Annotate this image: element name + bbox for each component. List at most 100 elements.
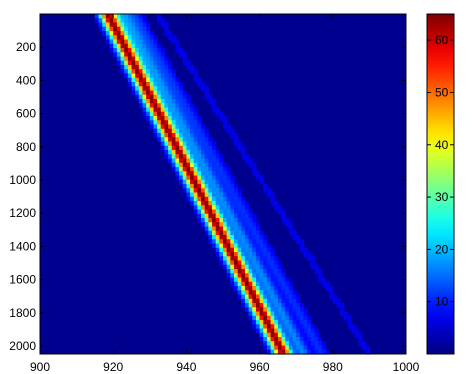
heatmap-cell	[146, 99, 151, 104]
heatmap-cell	[270, 264, 275, 270]
heatmap-cell	[201, 201, 206, 206]
heatmap-cell	[237, 192, 242, 198]
heatmap-cell	[252, 162, 257, 168]
heatmap-cell	[274, 260, 279, 266]
heatmap-cell	[321, 281, 327, 287]
heatmap-cell	[244, 243, 250, 249]
heatmap-cell	[255, 252, 261, 257]
heatmap-cell	[190, 133, 195, 138]
y-tick-label: 200	[16, 40, 36, 54]
heatmap-cell	[113, 48, 118, 53]
heatmap-cell	[248, 213, 253, 219]
heatmap-cell	[285, 311, 290, 317]
heatmap-cell	[193, 192, 198, 198]
heatmap-cell	[285, 307, 290, 313]
heatmap-cell	[116, 22, 122, 28]
heatmap-cell	[281, 281, 286, 287]
heatmap-cell	[365, 345, 370, 351]
heatmap-cell	[146, 31, 151, 36]
heatmap-cell	[109, 14, 114, 19]
heatmap-cell	[292, 324, 297, 330]
heatmap-cell	[160, 18, 166, 24]
heatmap-cell	[190, 188, 195, 194]
heatmap-cell	[190, 145, 195, 151]
heatmap-cell	[138, 39, 144, 45]
heatmap-cell	[157, 90, 162, 96]
heatmap-cell	[310, 341, 316, 347]
heatmap-cell	[274, 341, 279, 347]
heatmap-cell	[149, 31, 155, 36]
heatmap-cell	[241, 303, 246, 308]
heatmap-cell	[237, 218, 242, 223]
heatmap-cell	[263, 315, 268, 321]
heatmap-cell	[285, 303, 290, 308]
heatmap-cell	[204, 192, 209, 198]
heatmap-cell	[215, 239, 220, 245]
heatmap-cell	[259, 277, 264, 283]
heatmap-cell	[310, 328, 316, 334]
heatmap-cell	[263, 277, 268, 283]
heatmap-cell	[292, 307, 297, 313]
heatmap-cell	[190, 141, 195, 147]
heatmap-cell	[138, 99, 144, 104]
heatmap-cell	[215, 222, 220, 228]
heatmap-cell	[255, 256, 261, 262]
heatmap-cell	[212, 209, 217, 215]
heatmap-cell	[197, 133, 202, 138]
heatmap-cell	[233, 141, 239, 147]
heatmap-cell	[127, 52, 133, 58]
heatmap-cell	[193, 77, 198, 83]
heatmap-cell	[230, 247, 235, 253]
heatmap-cell	[244, 158, 250, 164]
heatmap-cell	[157, 116, 162, 121]
heatmap-cell	[186, 107, 191, 113]
heatmap-cell	[226, 239, 231, 245]
heatmap-cell	[105, 14, 111, 19]
heatmap-cell	[149, 43, 155, 49]
heatmap-cell	[259, 290, 264, 296]
heatmap-cell	[179, 52, 184, 58]
heatmap-cell	[219, 218, 224, 223]
heatmap-cell	[175, 48, 180, 53]
heatmap-cell	[146, 26, 151, 32]
heatmap-cell	[168, 111, 173, 117]
heatmap-cell	[255, 226, 261, 232]
heatmap-cell	[135, 31, 140, 36]
heatmap-cell	[230, 188, 235, 194]
heatmap-cell	[270, 269, 275, 274]
heatmap-cell	[138, 14, 144, 19]
heatmap-cell	[179, 150, 184, 155]
heatmap-cell	[223, 179, 228, 185]
heatmap-cell	[244, 307, 250, 313]
colorbar-tick-label: 30	[435, 190, 449, 204]
heatmap-cell	[138, 65, 144, 70]
heatmap-cell	[215, 158, 220, 164]
y-tick-label: 1200	[9, 206, 36, 220]
heatmap-cell	[244, 303, 250, 308]
heatmap-cell	[281, 324, 286, 330]
heatmap-cell	[142, 77, 147, 83]
heatmap-cell	[266, 256, 272, 262]
heatmap-cell	[142, 94, 147, 100]
heatmap-cell	[241, 243, 246, 249]
heatmap-cell	[241, 154, 246, 160]
heatmap-cell	[241, 213, 246, 219]
heatmap-cell	[204, 162, 209, 168]
heatmap-cell	[160, 103, 166, 109]
heatmap-cell	[266, 349, 272, 355]
heatmap-cell	[266, 337, 272, 342]
heatmap-cell	[116, 56, 122, 62]
heatmap-cell	[266, 269, 272, 274]
heatmap-cell	[157, 82, 162, 87]
heatmap-cell	[299, 311, 305, 317]
heatmap-cell	[285, 324, 290, 330]
heatmap-cell	[179, 179, 184, 185]
heatmap-cell	[347, 315, 352, 321]
heatmap-cell	[233, 222, 239, 228]
heatmap-cell	[175, 77, 180, 83]
heatmap-cell	[153, 65, 158, 70]
heatmap-cell	[135, 35, 140, 41]
heatmap-cell	[230, 213, 235, 219]
heatmap-cell	[266, 260, 272, 266]
heatmap-cell	[263, 294, 268, 300]
